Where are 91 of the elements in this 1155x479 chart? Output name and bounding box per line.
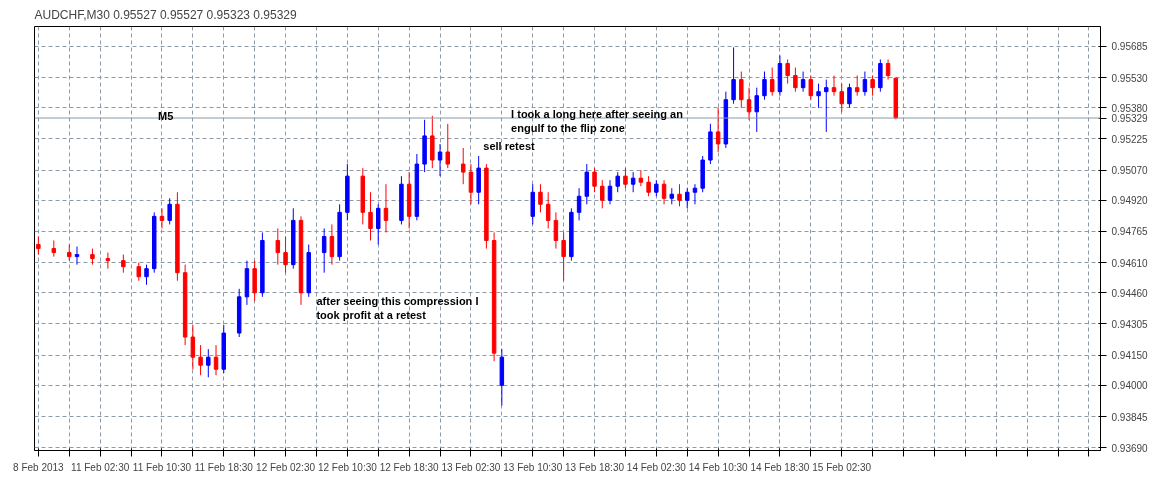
y-tick-label: 0.94610 [1111,257,1149,269]
candlestick [839,83,844,113]
x-tick-label: 8 Feb 2013 [13,461,65,473]
candlestick [383,183,389,233]
candlestick [885,58,891,81]
candlestick [630,171,636,193]
x-tick-label: 12 Feb 18:30 [379,461,440,473]
candlestick [762,71,767,101]
x-tick-label: 11 Feb 02:30 [71,461,130,473]
candlestick [692,183,698,205]
x-tick-label: 14 Feb 10:30 [688,461,749,473]
x-tick-label: 13 Feb 02:30 [441,461,501,473]
candlestick [739,71,744,109]
y-tick-label: 0.94920 [1111,195,1149,207]
candlestick [870,75,875,97]
candlestick [615,171,620,193]
candlestick [715,107,721,153]
candlestick [800,71,806,93]
candlestick [275,227,281,266]
candlestick [159,207,165,229]
y-tick-label: 0.95380 [1111,102,1149,114]
y-tick-label: 0.93845 [1111,411,1149,423]
candlestick [677,183,682,207]
candlestick [460,147,466,185]
candlestick [167,197,172,225]
y-tick-label: 0.95685 [1111,41,1149,53]
candlestick [561,231,566,282]
ref-line-label: 0.95329 [1111,113,1149,125]
candlestick [623,167,628,189]
x-tick-label: 11 Feb 10:30 [132,461,192,473]
y-tick-label: 0.95225 [1111,133,1149,145]
candlestick [545,191,551,229]
candlestick [769,67,775,97]
candlestick [213,344,219,376]
candlestick [808,75,814,101]
candlestick [468,163,474,205]
x-tick-label: 12 Feb 02:30 [256,461,316,473]
x-tick-label: 13 Feb 10:30 [503,461,563,473]
candlestick [824,79,829,133]
candlestick [283,235,288,274]
candlestick [368,191,373,242]
candlestick [121,254,126,274]
candlestick [831,75,837,97]
candlestick [538,183,543,213]
candlestick [684,187,690,209]
candlestick [144,264,149,286]
y-tick-label: 0.94765 [1111,226,1149,238]
annotation: M5 [158,109,174,122]
candlestick [847,83,852,109]
x-tick-label: 15 Feb 02:30 [812,461,872,473]
candlestick [136,262,142,282]
candlestick [785,58,790,85]
candlestick [862,71,868,97]
y-tick-label: 0.95070 [1111,165,1149,177]
chart-title: AUDCHF,M30 0.95527 0.95527 0.95323 0.95329 [34,7,298,22]
candlestick [376,203,381,246]
candlestick [754,87,759,133]
candlestick [437,143,443,177]
candlestick [321,227,327,274]
candlestick [74,246,80,266]
annotation: sell retest [483,140,535,153]
candlestick [746,87,752,121]
y-tick-label: 0.93690 [1111,442,1149,454]
candlestick [607,179,613,205]
candlestick [731,46,736,105]
annotation: after seeing this compression I took profit at a retest [316,294,479,321]
candlestick [638,169,644,187]
x-tick-label: 14 Feb 18:30 [750,461,810,473]
x-tick-label: 12 Feb 10:30 [317,461,378,473]
y-tick-label: 0.94150 [1111,350,1149,362]
annotation: I took a long here after seeing an engulf to the flip zone [511,107,684,134]
candlestick [445,123,451,169]
x-tick-label: 14 Feb 02:30 [626,461,687,473]
x-tick-label: 11 Feb 18:30 [194,461,254,473]
candlestick [105,252,111,270]
candlestick [661,179,667,205]
candlestick [816,83,821,109]
candlestick [854,75,860,97]
y-tick-label: 0.94000 [1111,380,1149,392]
x-tick-label: 13 Feb 18:30 [565,461,625,473]
y-tick-label: 0.94305 [1111,318,1149,330]
candlestick [793,67,798,93]
candlestick [592,167,597,193]
candlestick [206,348,211,378]
candlestick [198,344,203,376]
candlestick [36,235,41,256]
candlestick [190,324,196,370]
candlestick [646,175,651,197]
candlestick [600,179,605,209]
y-tick-label: 0.95530 [1111,72,1149,84]
y-tick-label: 0.94460 [1111,287,1149,299]
